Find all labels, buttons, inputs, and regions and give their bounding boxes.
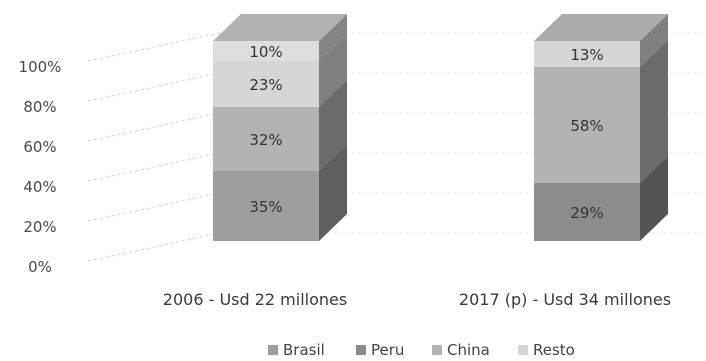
- legend-item: China: [432, 341, 490, 359]
- legend-label: Brasil: [283, 341, 325, 359]
- bar-segment: [213, 41, 319, 61]
- y-tick-label: 0%: [28, 258, 52, 276]
- y-tick-label: 40%: [23, 178, 56, 196]
- legend-swatch: [356, 345, 366, 355]
- bar-segment-side: [319, 144, 347, 241]
- gridline: [87, 152, 221, 182]
- bars: 35% 32% 23% 10% 29% 58% 13%: [213, 14, 668, 241]
- data-label: 13%: [570, 46, 603, 64]
- bar-stack: 29% 58% 13%: [534, 14, 668, 241]
- y-tick-label: 100%: [19, 58, 62, 76]
- bar-top-face: [534, 14, 668, 41]
- bar-top-face: [213, 14, 347, 41]
- gridline: [87, 192, 221, 222]
- bar-segment: [213, 107, 319, 171]
- gridline: [87, 72, 221, 102]
- legend-item: Brasil: [268, 341, 325, 359]
- legend-swatch: [518, 345, 528, 355]
- bar-segment: [213, 61, 319, 107]
- gridline: [87, 112, 221, 142]
- data-label: 10%: [249, 43, 282, 61]
- x-category-label: 2017 (p) - Usd 34 millones: [459, 290, 671, 309]
- data-label: 35%: [249, 198, 282, 216]
- legend-label: China: [447, 341, 490, 359]
- bar-segment: [534, 67, 640, 183]
- y-tick-label: 20%: [23, 218, 56, 236]
- bar-stack: 35% 32% 23% 10%: [213, 14, 347, 241]
- bar-segment-side: [640, 40, 668, 183]
- legend-swatch: [432, 345, 442, 355]
- legend-label: Resto: [533, 341, 575, 359]
- bar-segment: [534, 41, 640, 67]
- x-category-label: 2006 - Usd 22 millones: [163, 290, 347, 309]
- y-tick-label: 80%: [23, 98, 56, 116]
- legend-label: Peru: [371, 341, 404, 359]
- legend-swatch: [268, 345, 278, 355]
- gridline: [87, 32, 221, 62]
- bar-segment-side: [640, 14, 668, 67]
- gridline: [87, 232, 221, 262]
- legend: Brasil Peru China Resto: [268, 341, 575, 359]
- data-label: 23%: [249, 76, 282, 94]
- gridlines: [87, 32, 706, 262]
- bar-segment: [534, 183, 640, 241]
- bar-segment-side: [640, 156, 668, 241]
- x-axis: 2006 - Usd 22 millones 2017 (p) - Usd 34 …: [163, 290, 671, 309]
- data-label: 58%: [570, 117, 603, 135]
- bar-segment-side: [319, 80, 347, 171]
- y-tick-label: 60%: [23, 138, 56, 156]
- bar-segment-side: [319, 14, 347, 61]
- data-label: 32%: [249, 131, 282, 149]
- legend-item: Peru: [356, 341, 404, 359]
- bar-segment-side: [319, 34, 347, 107]
- bar-segment: [213, 171, 319, 241]
- y-axis: 0% 20% 40% 60% 80% 100%: [19, 58, 62, 276]
- legend-item: Resto: [518, 341, 575, 359]
- data-label: 29%: [570, 204, 603, 222]
